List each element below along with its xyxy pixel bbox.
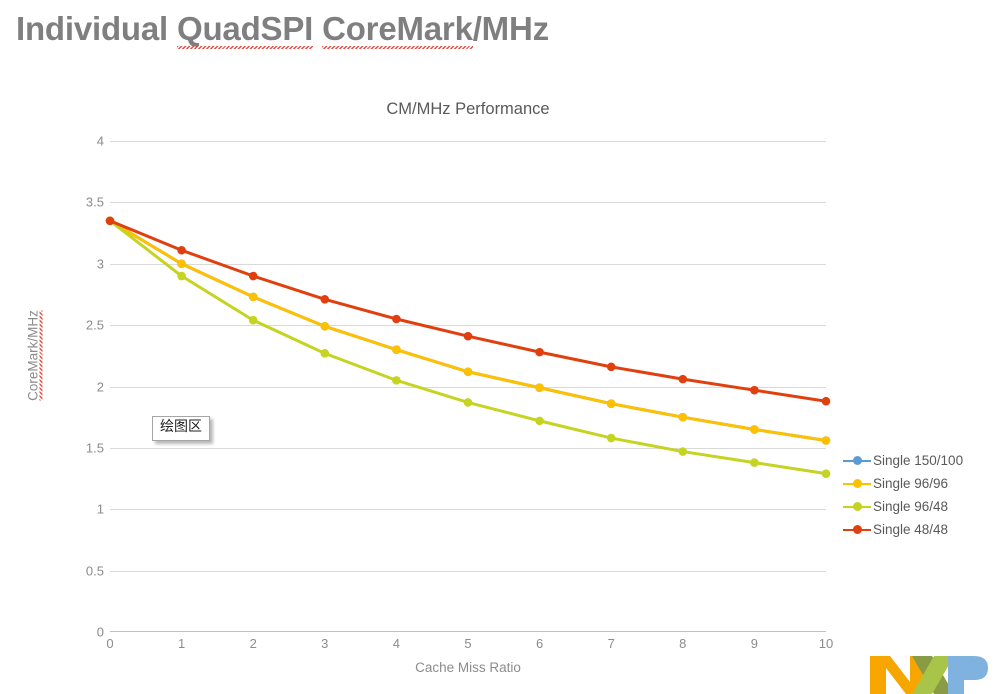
x-axis-tick-label: 5 (464, 636, 472, 651)
x-axis-tick-label: 6 (535, 636, 544, 651)
legend-key-icon (843, 501, 871, 513)
legend-item-3[interactable]: Single 48/48 (843, 518, 993, 541)
legend-item-label: Single 150/100 (873, 453, 964, 468)
series-3 (105, 216, 831, 406)
series-line (108, 219, 828, 443)
x-axis-tick-label: 8 (679, 636, 687, 651)
data-point[interactable] (177, 271, 186, 281)
data-point[interactable] (678, 412, 688, 422)
data-point[interactable] (463, 331, 473, 341)
data-point[interactable] (821, 469, 831, 478)
data-point[interactable] (320, 295, 330, 304)
gridline (110, 263, 826, 265)
nxp-logo (868, 652, 988, 694)
data-point[interactable] (392, 345, 401, 354)
gridline (110, 325, 826, 327)
legend-item-0[interactable]: Single 150/100 (843, 449, 993, 472)
data-point[interactable] (535, 383, 544, 393)
gridline (110, 509, 826, 511)
x-axis-tick-label: 0 (106, 636, 114, 651)
data-point[interactable] (248, 292, 258, 302)
data-point[interactable] (392, 376, 401, 385)
gridline (110, 386, 826, 388)
page-title: Individual QuadSPI CoreMark/MHz (16, 10, 549, 49)
gridline (110, 447, 826, 449)
legend-item-label: Single 96/48 (873, 499, 949, 514)
data-point[interactable] (320, 349, 330, 358)
data-point[interactable] (105, 216, 115, 226)
legend-key-icon (843, 524, 871, 536)
data-point[interactable] (821, 436, 831, 445)
y-axis-tick-label: 4 (96, 133, 104, 149)
data-point[interactable] (248, 271, 258, 281)
x-axis-tick-label: 1 (177, 636, 186, 651)
y-axis-tick-label: 1.5 (85, 440, 104, 456)
legend-item-label: Single 48/48 (873, 522, 949, 537)
chart-legend[interactable]: Single 150/100 Single 96/96 Single 96/48 Si… (843, 449, 993, 541)
data-point[interactable] (463, 367, 473, 377)
data-point[interactable] (177, 259, 186, 269)
legend-item-label: Single 96/96 (873, 476, 949, 491)
data-point[interactable] (463, 398, 473, 407)
chart-title: CM/MHz Performance (386, 100, 550, 118)
y-axis-tick-labels: 0 0.5 1 1.5 2 2.5 3 3.5 4 (58, 134, 104, 640)
data-point[interactable] (750, 385, 759, 395)
series-1 (105, 216, 831, 445)
x-axis-tick-label: 9 (750, 636, 759, 651)
y-axis-tick-label: 2.5 (85, 317, 104, 333)
nxp-logo-icon (870, 656, 988, 694)
y-axis-tick-label: 1 (96, 501, 104, 517)
series-line (108, 219, 828, 443)
gridline (110, 141, 826, 142)
page-title-part-2 (313, 10, 322, 47)
data-point[interactable] (177, 245, 186, 255)
legend-item-2[interactable]: Single 96/48 (843, 495, 993, 518)
data-point[interactable] (606, 362, 616, 372)
data-point[interactable] (678, 374, 688, 384)
data-point[interactable] (535, 416, 544, 426)
chart-container[interactable]: CM/MHz Performance 0 0.5 1 1.5 2 2.5 3 3.5 4 Cor… (0, 86, 998, 676)
data-point[interactable] (750, 458, 759, 467)
y-axis-tick-label: 3 (96, 256, 104, 272)
data-point[interactable] (606, 399, 616, 408)
data-point[interactable] (320, 322, 330, 331)
data-point[interactable] (821, 396, 831, 406)
x-axis-tick-labels: 0 1 2 3 4 5 6 7 8 9 10 (106, 636, 833, 658)
data-point[interactable] (606, 433, 616, 443)
data-point[interactable] (750, 425, 759, 434)
series-0 (105, 216, 831, 445)
page-title-part-3: CoreMark (322, 10, 473, 49)
y-axis-title-text: CoreMark/MHz (25, 310, 41, 401)
plot-area[interactable] (105, 141, 831, 632)
y-axis-tick-label: 3.5 (85, 194, 104, 210)
x-axis-title: Cache Miss Ratio (415, 660, 521, 675)
y-axis-tick-label: 0 (96, 624, 104, 640)
y-axis-tick-label: 2 (96, 379, 104, 394)
x-axis-line (110, 631, 826, 632)
data-point[interactable] (248, 315, 258, 325)
x-axis-tick-label: 3 (321, 636, 329, 651)
series-line (108, 219, 828, 476)
x-axis-tick-label: 4 (392, 636, 401, 651)
y-axis-title: CoreMark/MHz (26, 291, 41, 421)
gridline (110, 202, 826, 204)
x-axis-tick-label: 7 (607, 636, 615, 651)
x-axis-tick-label: 2 (249, 636, 257, 651)
page-title-part-0: Individual (16, 10, 177, 47)
data-point[interactable] (678, 447, 688, 456)
legend-key-icon (843, 478, 871, 490)
page-title-part-4: /MHz (472, 10, 549, 47)
gridline (110, 570, 826, 572)
x-axis-tick-label: 10 (818, 636, 834, 651)
series-2 (105, 216, 831, 478)
legend-item-1[interactable]: Single 96/96 (843, 472, 993, 495)
data-point[interactable] (392, 314, 401, 324)
y-axis-tick-label: 0.5 (85, 563, 104, 579)
legend-key-icon (843, 455, 871, 467)
series-layer (105, 216, 831, 478)
page-title-part-1: QuadSPI (176, 10, 314, 49)
plot-area-tooltip: 绘图区 (152, 416, 210, 441)
data-point[interactable] (535, 347, 544, 357)
